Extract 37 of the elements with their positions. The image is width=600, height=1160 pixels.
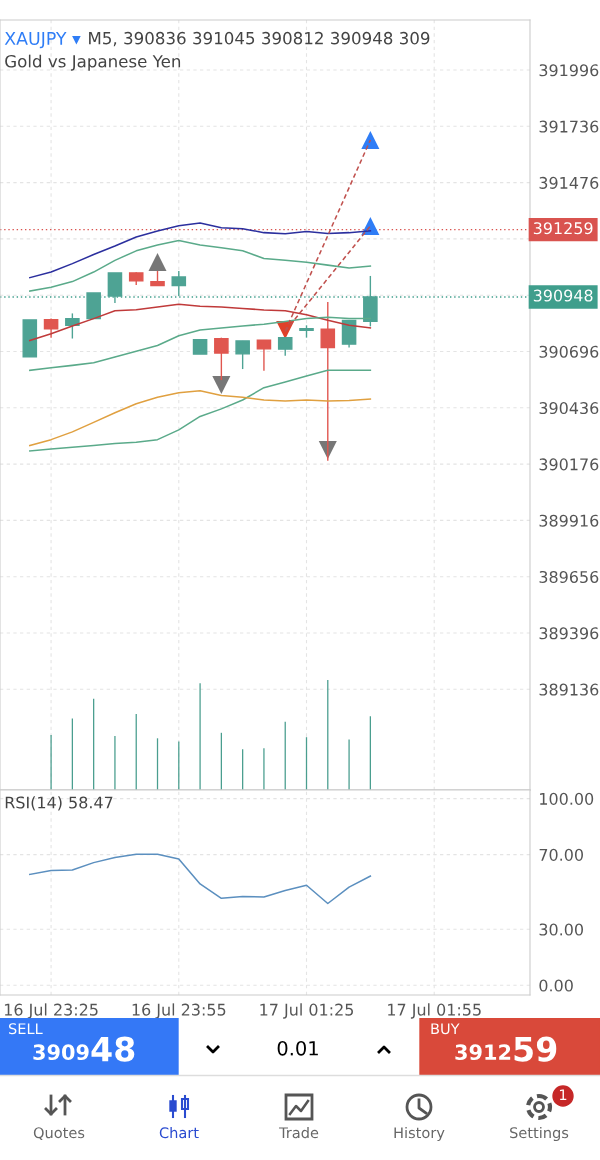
y-tick-label: 391736 — [539, 120, 599, 133]
x-tick-label: 17 Jul 01:55 — [388, 1003, 481, 1019]
text: 48 — [91, 1036, 135, 1062]
text: BUY — [431, 1023, 460, 1035]
text: Trade — [279, 1126, 319, 1139]
text: Gold vs Japanese Yen — [5, 54, 181, 71]
text: Chart — [159, 1126, 199, 1139]
x-tick-label: 16 Jul 23:25 — [4, 1003, 98, 1019]
y-tick-label: 390176 — [539, 458, 599, 471]
y-tick-label: 389656 — [539, 570, 599, 584]
y-tick-label: 389916 — [539, 514, 599, 527]
text: 3909 — [33, 1044, 89, 1061]
y-tick-label: 390436 — [539, 402, 599, 415]
x-tick-label: 16 Jul 23:55 — [132, 1003, 226, 1019]
y-tick-label: 0.00 — [539, 979, 573, 992]
text: Settings — [510, 1126, 569, 1142]
text: Quotes — [33, 1127, 85, 1140]
y-tick-label: 391476 — [539, 176, 599, 189]
y-tick-label: 390696 — [539, 345, 599, 358]
ref-line-label: 390948 — [533, 289, 593, 302]
y-tick-label: 391996 — [539, 64, 599, 77]
text: 3912 — [455, 1044, 511, 1061]
text: 59 — [514, 1036, 557, 1062]
y-tick-label: 389396 — [539, 627, 599, 640]
ref-line-label: 391259 — [533, 222, 593, 235]
y-tick-label: 70.00 — [539, 848, 583, 861]
chart-title: RSI(14) 58.47 — [5, 796, 113, 811]
y-tick-label: 100.00 — [540, 792, 594, 805]
y-tick-label: 30.00 — [539, 923, 583, 936]
text: SELL — [8, 1023, 43, 1035]
y-tick-label: 389136 — [539, 683, 599, 696]
text: History — [394, 1126, 445, 1142]
x-tick-label: 17 Jul 01:25 — [260, 1003, 353, 1019]
text: 1 — [559, 1089, 567, 1101]
text: XAUJPY ▾ — [4, 32, 81, 49]
text: 0.01 — [277, 1040, 318, 1056]
annotation: M5, 390836 391045 390812 390948 309 — [89, 31, 430, 47]
